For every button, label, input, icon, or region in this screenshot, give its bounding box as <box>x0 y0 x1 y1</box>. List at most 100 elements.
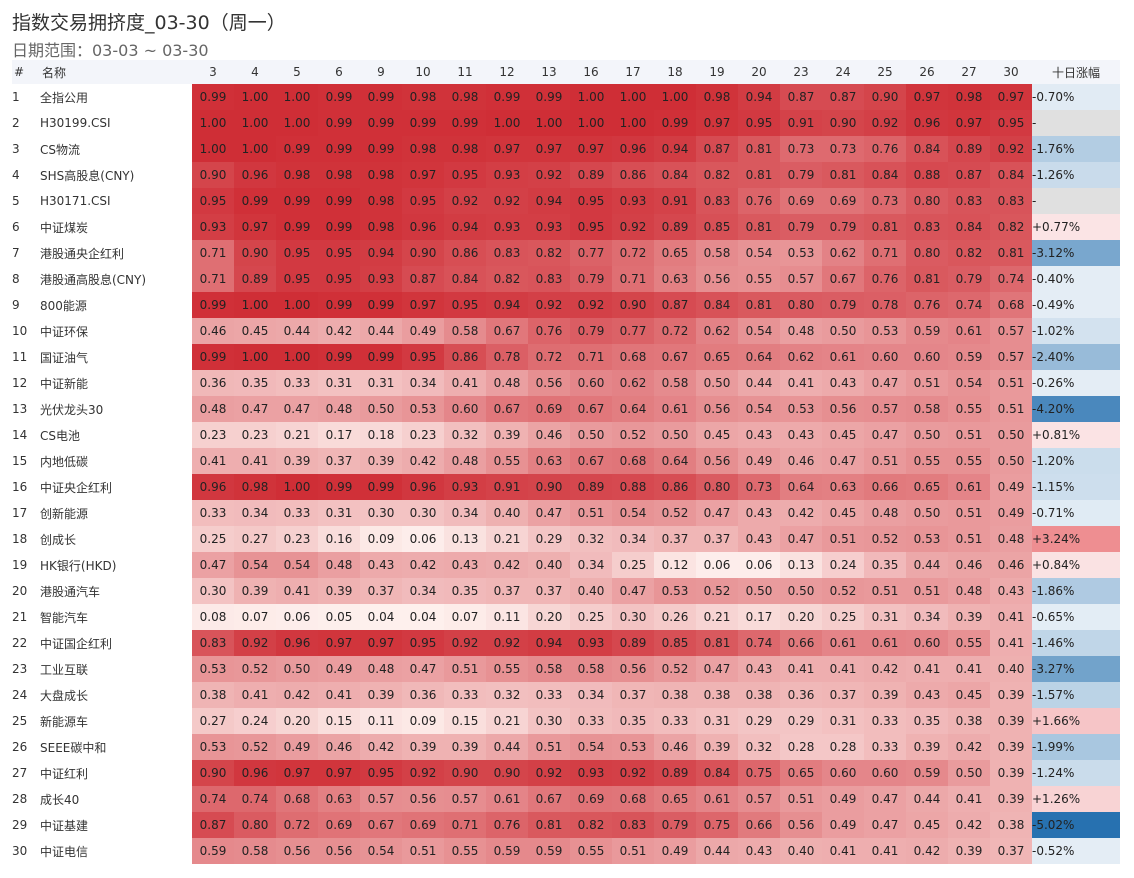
heatmap-cell: 0.83 <box>696 188 738 214</box>
heatmap-cell: 0.42 <box>402 552 444 578</box>
heatmap-cell: 0.93 <box>612 188 654 214</box>
date-column-header: 16 <box>570 60 612 84</box>
heatmap-cell: 0.94 <box>486 292 528 318</box>
row-index: 24 <box>12 682 40 708</box>
heatmap-cell: 0.88 <box>612 474 654 500</box>
heatmap-cell: 0.92 <box>612 214 654 240</box>
table-row: 28 成长40 0.74 0.74 0.68 0.63 0.57 0.56 0.57 0.61 0.… <box>12 786 1120 812</box>
index-name: 中证央企红利 <box>40 474 192 500</box>
heatmap-cell: 0.90 <box>864 84 906 110</box>
heatmap-cell: 0.88 <box>906 162 948 188</box>
heatmap-cell: 0.61 <box>696 786 738 812</box>
heatmap-cell: 0.36 <box>780 682 822 708</box>
heatmap-cell: 0.37 <box>822 682 864 708</box>
index-name: H30171.CSI <box>40 188 192 214</box>
heatmap-cell: 0.99 <box>444 110 486 136</box>
heatmap-cell: 1.00 <box>234 292 276 318</box>
table-row: 22 中证国企红利 0.83 0.92 0.96 0.97 0.97 0.95 0.92 0.92… <box>12 630 1120 656</box>
heatmap-cell: 0.47 <box>612 578 654 604</box>
heatmap-cell: 0.45 <box>822 500 864 526</box>
date-column-header: 18 <box>654 60 696 84</box>
heatmap-cell: 0.62 <box>822 240 864 266</box>
heatmap-cell: 0.46 <box>318 734 360 760</box>
row-index: 14 <box>12 422 40 448</box>
heatmap-cell: 0.36 <box>402 682 444 708</box>
heatmap-cell: 0.54 <box>276 552 318 578</box>
row-index: 28 <box>12 786 40 812</box>
heatmap-cell: 0.50 <box>822 318 864 344</box>
heatmap-cell: 0.72 <box>654 318 696 344</box>
heatmap-cell: 0.99 <box>360 84 402 110</box>
heatmap-cell: 0.56 <box>318 838 360 864</box>
heatmap-cell: 0.90 <box>528 474 570 500</box>
heatmap-cell: 0.66 <box>780 630 822 656</box>
heatmap-cell: 0.63 <box>822 474 864 500</box>
heatmap-cell: 0.41 <box>780 370 822 396</box>
heatmap-cell: 0.44 <box>906 786 948 812</box>
heatmap-cell: 0.99 <box>360 110 402 136</box>
heatmap-cell: 0.49 <box>276 734 318 760</box>
heatmap-cell: 0.40 <box>780 838 822 864</box>
heatmap-cell: 0.37 <box>990 838 1032 864</box>
heatmap-cell: 0.34 <box>570 552 612 578</box>
heatmap-cell: 0.52 <box>234 656 276 682</box>
heatmap-cell: 0.25 <box>612 552 654 578</box>
heatmap-cell: 0.97 <box>276 760 318 786</box>
ten-day-change-cell: +1.26% <box>1032 786 1120 812</box>
heatmap-cell: 0.48 <box>948 578 990 604</box>
header-index: # <box>12 60 40 84</box>
heatmap-cell: 0.42 <box>948 734 990 760</box>
heatmap-cell: 0.51 <box>780 786 822 812</box>
heatmap-cell: 0.55 <box>486 448 528 474</box>
heatmap-cell: 0.55 <box>486 656 528 682</box>
heatmap-cell: 0.92 <box>234 630 276 656</box>
heatmap-cell: 0.42 <box>402 448 444 474</box>
header-row: # 名称 3 4 5 6 9 10 11 12 13 16 17 18 19 20 23 24 25 26 27 30… <box>12 60 1120 84</box>
heatmap-cell: 0.93 <box>570 630 612 656</box>
heatmap-cell: 0.63 <box>528 448 570 474</box>
heatmap-cell: 0.92 <box>486 630 528 656</box>
heatmap-cell: 0.99 <box>318 344 360 370</box>
table-row: 2 H30199.CSI 1.00 1.00 1.00 0.99 0.99 0.99 0.99 1… <box>12 110 1120 136</box>
heatmap-cell: 0.69 <box>570 786 612 812</box>
heatmap-cell: 0.89 <box>654 214 696 240</box>
heatmap-cell: 0.97 <box>318 630 360 656</box>
heatmap-cell: 0.92 <box>444 188 486 214</box>
heatmap-cell: 0.99 <box>360 474 402 500</box>
heatmap-cell: 0.34 <box>402 578 444 604</box>
heatmap-cell: 0.97 <box>570 136 612 162</box>
heatmap-cell: 0.68 <box>612 786 654 812</box>
heatmap-cell: 0.62 <box>612 370 654 396</box>
heatmap-cell: 0.87 <box>822 84 864 110</box>
row-index: 22 <box>12 630 40 656</box>
heatmap-cell: 0.33 <box>528 682 570 708</box>
ten-day-change-cell: -1.99% <box>1032 734 1120 760</box>
heatmap-cell: 1.00 <box>612 84 654 110</box>
heatmap-cell: 0.71 <box>570 344 612 370</box>
heatmap-cell: 0.71 <box>192 240 234 266</box>
row-index: 15 <box>12 448 40 474</box>
heatmap-cell: 1.00 <box>192 136 234 162</box>
heatmap-cell: 0.43 <box>780 422 822 448</box>
heatmap-cell: 0.64 <box>780 474 822 500</box>
heatmap-cell: 0.17 <box>738 604 780 630</box>
heatmap-cell: 0.05 <box>318 604 360 630</box>
heatmap-cell: 0.84 <box>906 136 948 162</box>
heatmap-cell: 0.95 <box>318 266 360 292</box>
heatmap-cell: 0.50 <box>906 422 948 448</box>
heatmap-cell: 0.58 <box>444 318 486 344</box>
heatmap-cell: 0.97 <box>528 136 570 162</box>
heatmap-cell: 0.95 <box>276 240 318 266</box>
heatmap-cell: 0.33 <box>654 708 696 734</box>
index-name: CS电池 <box>40 422 192 448</box>
heatmap-cell: 0.57 <box>444 786 486 812</box>
heatmap-cell: 0.93 <box>528 214 570 240</box>
table-row: 25 新能源车 0.27 0.24 0.20 0.15 0.11 0.09 0.15 0.21 0.… <box>12 708 1120 734</box>
table-row: 9 800能源 0.99 1.00 1.00 0.99 0.99 0.97 0.95 0.94 0.… <box>12 292 1120 318</box>
heatmap-cell: 0.76 <box>906 292 948 318</box>
ten-day-change-cell: +0.81% <box>1032 422 1120 448</box>
heatmap-cell: 1.00 <box>276 110 318 136</box>
ten-day-change-cell: -0.71% <box>1032 500 1120 526</box>
heatmap-cell: 0.45 <box>948 682 990 708</box>
heatmap-cell: 0.39 <box>234 578 276 604</box>
